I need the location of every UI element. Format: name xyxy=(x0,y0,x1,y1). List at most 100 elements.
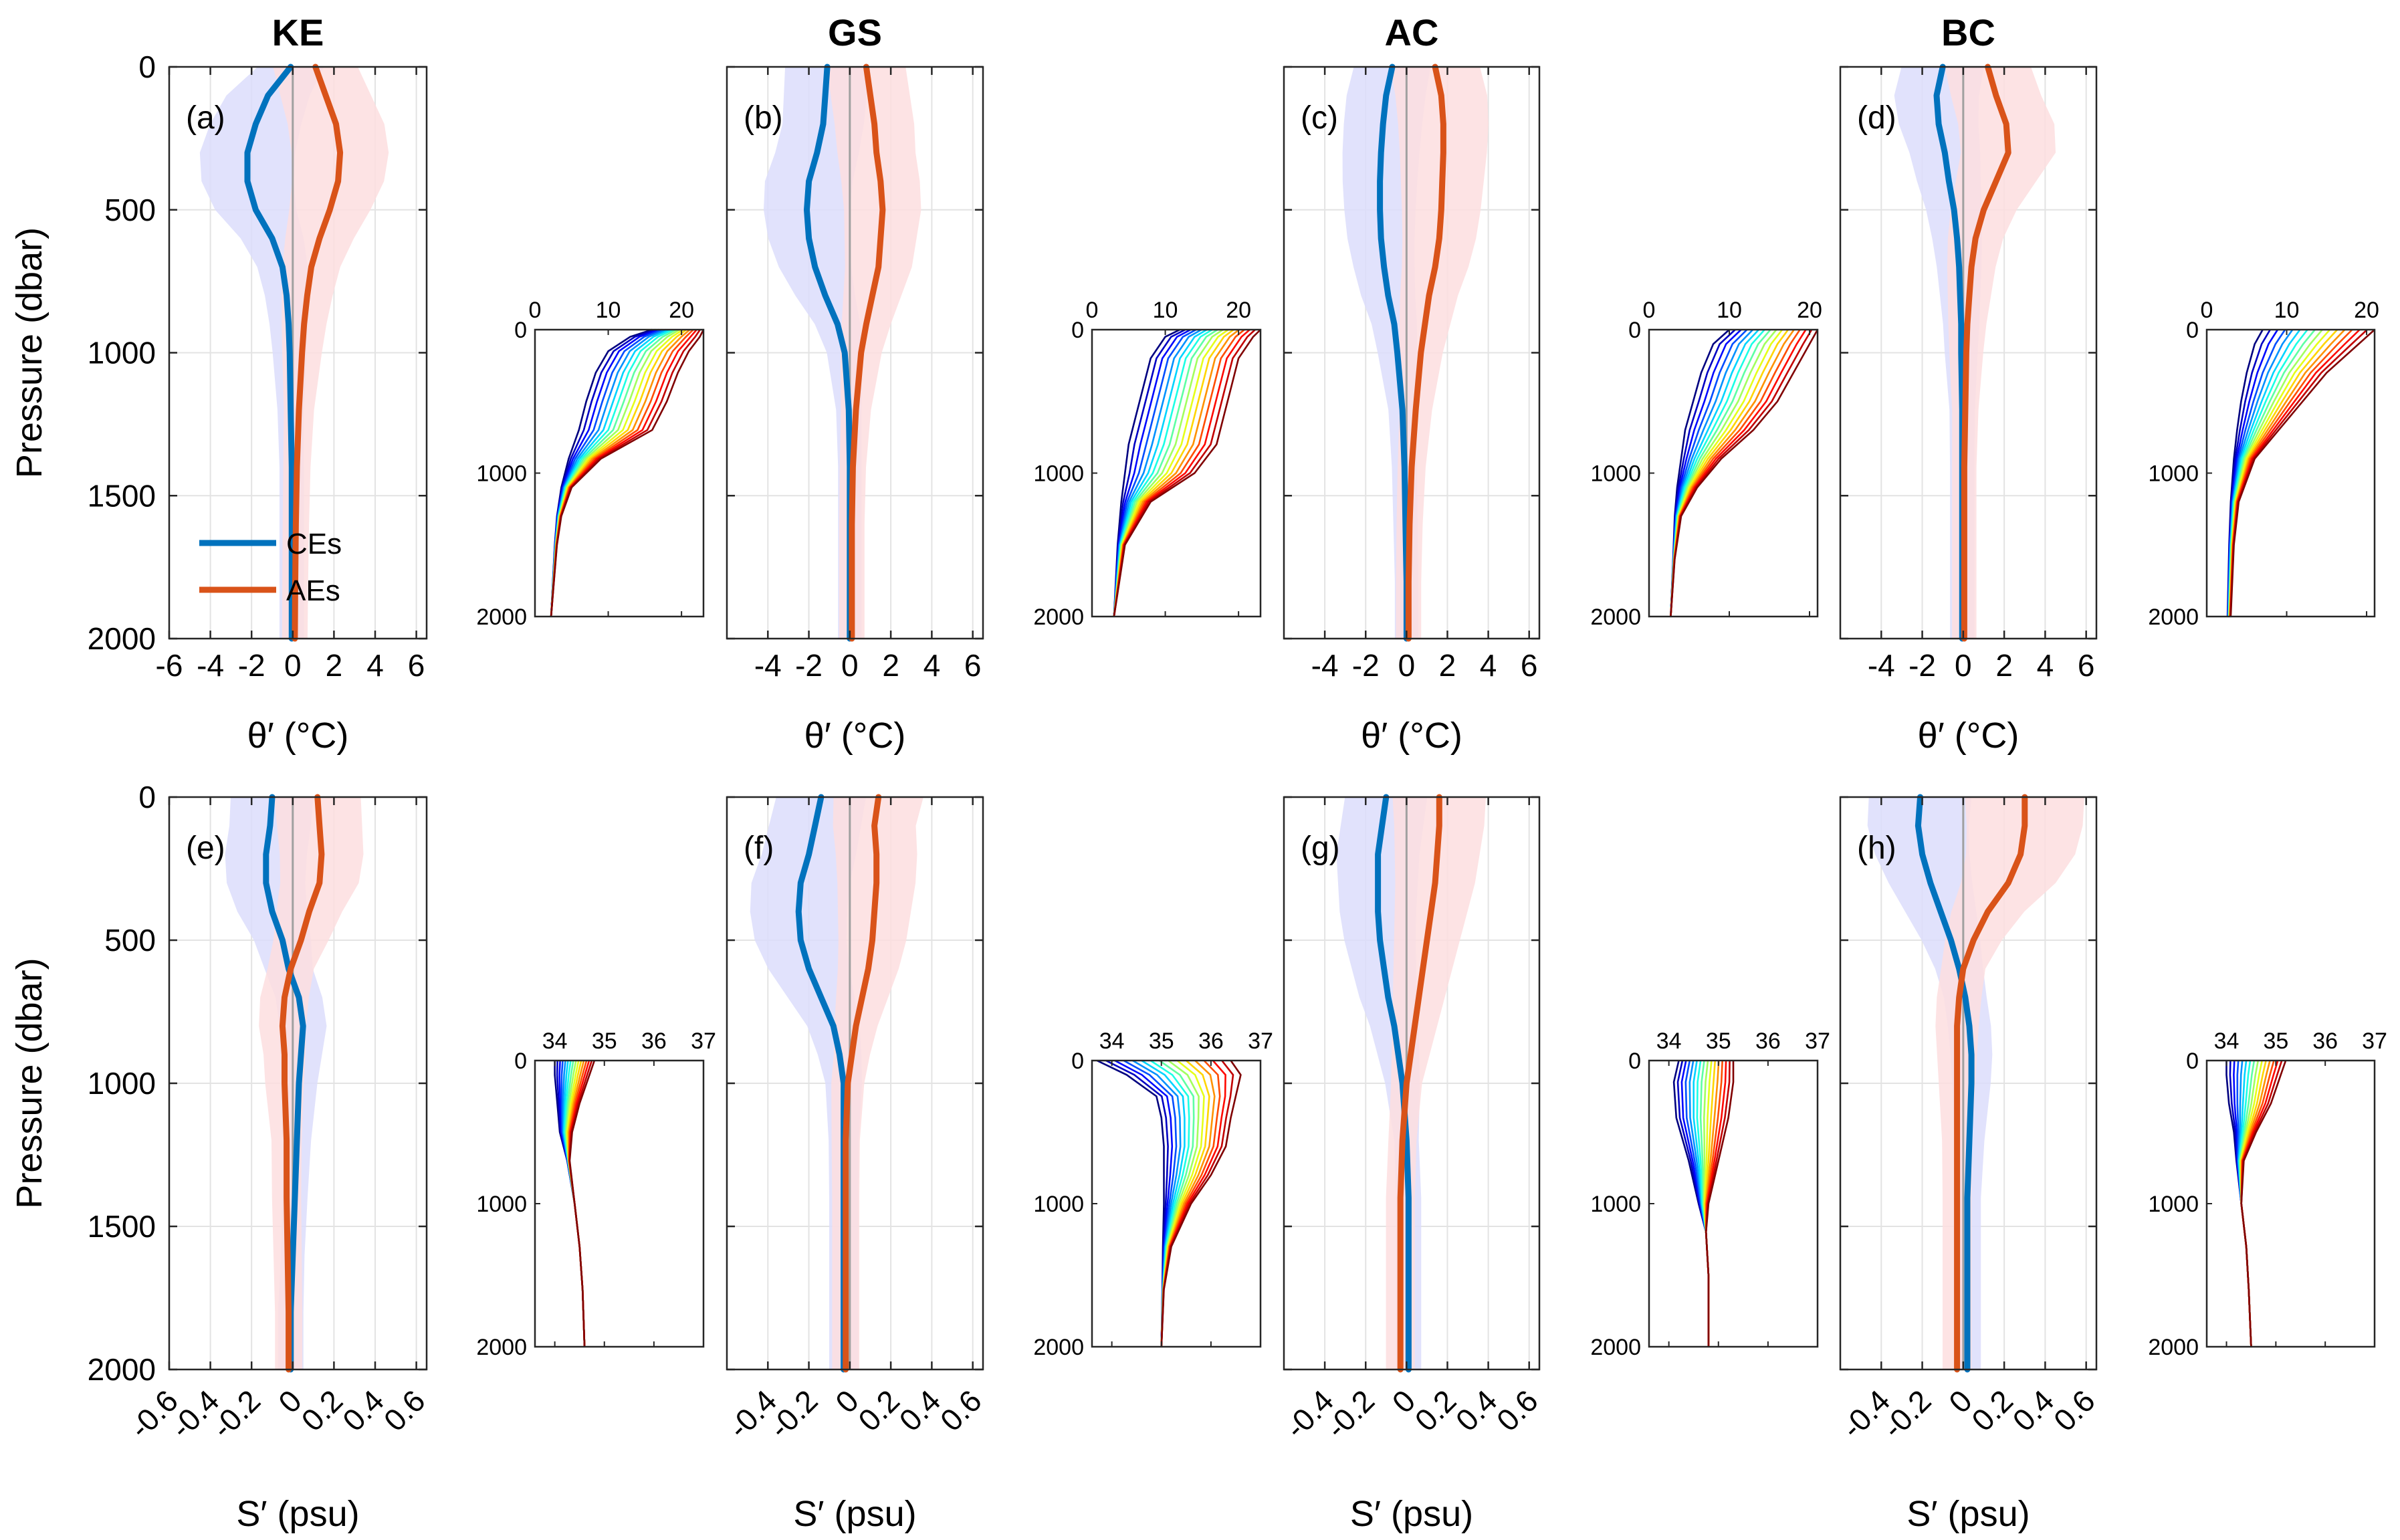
x-tick-label: -0.2 xyxy=(205,1383,267,1445)
x-tick-label: -2 xyxy=(1352,648,1380,683)
x-tick-label: 0.6 xyxy=(934,1383,988,1438)
x-tick-label: 0 xyxy=(841,648,859,683)
x-tick-label: 6 xyxy=(2078,648,2095,683)
inset-x-tick-label: 34 xyxy=(1099,1028,1125,1054)
inset-h: 34 35 36 37 0 1000 2000 xyxy=(2148,1028,2387,1360)
inset-x-tick-label: 37 xyxy=(1805,1028,1830,1054)
inset-profile xyxy=(568,1060,596,1347)
ae-spread-band xyxy=(1945,67,2056,639)
x-tick-label: 6 xyxy=(408,648,425,683)
x-tick-label: -4 xyxy=(197,648,224,683)
x-tick-label: 2 xyxy=(1995,648,2013,683)
inset-y-tick-label: 1000 xyxy=(2148,461,2199,487)
inset-profile xyxy=(1113,328,1245,617)
inset-y-tick-label: 2000 xyxy=(1590,604,1641,630)
ae-mean-line xyxy=(1397,794,1442,1373)
inset-f: 34 35 36 37 0 1000 2000 xyxy=(1033,1028,1273,1360)
inset-y-tick-label: 0 xyxy=(1628,1049,1641,1074)
inset-profile xyxy=(1113,329,1250,617)
x-axis-label: θ′ (°C) xyxy=(1918,716,2020,756)
x-axis-label: S′ (psu) xyxy=(1350,1494,1473,1534)
x-tick-label: -0.2 xyxy=(762,1383,825,1445)
y-tick-label: 1500 xyxy=(88,1209,156,1244)
inset-y-tick-label: 0 xyxy=(1628,318,1641,343)
inset-profile xyxy=(1113,328,1218,617)
ce-mean-line xyxy=(1377,64,1410,642)
y-tick-label: 500 xyxy=(104,923,156,958)
y-tick-label: 0 xyxy=(138,780,156,814)
y-tick-label: 0 xyxy=(138,49,156,84)
x-tick-label: 0.6 xyxy=(2047,1383,2102,1438)
y-tick-label: 2000 xyxy=(88,1352,156,1387)
column-title: GS xyxy=(828,11,882,53)
inset-y-tick-label: 2000 xyxy=(476,604,527,630)
ae-mean-line xyxy=(843,794,882,1373)
inset-x-tick-label: 36 xyxy=(641,1028,667,1054)
legend-label: AEs xyxy=(286,574,340,607)
inset-profile xyxy=(1113,328,1186,617)
x-tick-label: -6 xyxy=(156,648,183,683)
inset-profile xyxy=(1113,329,1256,617)
inset-y-tick-label: 1000 xyxy=(1033,461,1084,487)
ae-mean-line xyxy=(849,64,886,642)
x-tick-label: 4 xyxy=(366,648,384,683)
inset-x-tick-label: 0 xyxy=(1086,298,1099,323)
inset-x-tick-label: 36 xyxy=(1198,1028,1224,1054)
x-tick-label: 4 xyxy=(1480,648,1497,683)
inset-x-tick-label: 0 xyxy=(2201,298,2213,323)
inset-profile xyxy=(1113,328,1213,617)
ae-spread-band xyxy=(831,797,923,1369)
inset-profile xyxy=(1113,328,1229,617)
inset-y-tick-label: 1000 xyxy=(1590,461,1641,487)
inset-profile xyxy=(1113,329,1261,617)
panel-label: (h) xyxy=(1857,831,1896,866)
inset-background xyxy=(1649,1061,1818,1347)
panel-label: (b) xyxy=(744,100,783,136)
x-tick-label: -4 xyxy=(1868,648,1895,683)
x-tick-label: 2 xyxy=(1439,648,1456,683)
ce-mean-line xyxy=(244,64,295,642)
y-tick-label: 2000 xyxy=(88,621,156,656)
inset-e: 34 35 36 37 0 1000 2000 xyxy=(476,1028,716,1360)
panel-h: -0.4-0.2 00.20.40.6(h)S′ (psu)34 35 36 37010… xyxy=(1835,794,2387,1534)
panel-label: (g) xyxy=(1301,831,1340,866)
x-tick-label: 0 xyxy=(1398,648,1416,683)
inset-profile xyxy=(1113,328,1240,617)
y-tick-label: 1500 xyxy=(88,478,156,513)
ce-mean-line xyxy=(1915,794,1975,1373)
inset-profile xyxy=(2240,1060,2287,1347)
inset-y-tick-label: 0 xyxy=(2186,318,2199,343)
inset-x-tick-label: 20 xyxy=(1797,298,1822,323)
column-title: KE xyxy=(272,11,324,53)
inset-a: 0 10 20 0 1000 2000 xyxy=(476,298,705,630)
inset-x-tick-label: 35 xyxy=(2263,1028,2288,1054)
x-tick-label: -0.2 xyxy=(1319,1383,1381,1445)
inset-y-tick-label: 0 xyxy=(1071,1049,1084,1074)
inset-x-tick-label: 34 xyxy=(542,1028,568,1054)
panel-label: (a) xyxy=(186,100,225,136)
y-axis-label: Pressure (dbar) xyxy=(9,958,49,1208)
ae-mean-line xyxy=(1961,64,2011,642)
inset-y-tick-label: 1000 xyxy=(1590,1192,1641,1217)
x-tick-label: 4 xyxy=(923,648,941,683)
y-tick-label: 500 xyxy=(104,193,156,227)
ce-mean-line xyxy=(263,794,306,1373)
x-axis-label: θ′ (°C) xyxy=(1361,716,1462,756)
inset-x-tick-label: 37 xyxy=(1248,1028,1273,1054)
inset-x-tick-label: 10 xyxy=(596,298,621,323)
inset-x-tick-label: 36 xyxy=(2312,1028,2338,1054)
inset-x-tick-label: 10 xyxy=(1153,298,1178,323)
inset-b: 0 10 20 0 1000 2000 xyxy=(1033,298,1262,630)
ae-spread-band xyxy=(273,67,389,639)
x-tick-label: 0 xyxy=(284,648,302,683)
inset-profile xyxy=(1113,328,1197,617)
inset-y-tick-label: 1000 xyxy=(2148,1192,2199,1217)
inset-profile xyxy=(1113,328,1234,617)
inset-y-tick-label: 1000 xyxy=(476,1192,527,1217)
inset-g: 34 35 36 37 0 1000 2000 xyxy=(1590,1028,1830,1360)
inset-profile xyxy=(1160,1060,1242,1347)
inset-c: 0 10 20 0 1000 2000 xyxy=(1590,298,1822,630)
